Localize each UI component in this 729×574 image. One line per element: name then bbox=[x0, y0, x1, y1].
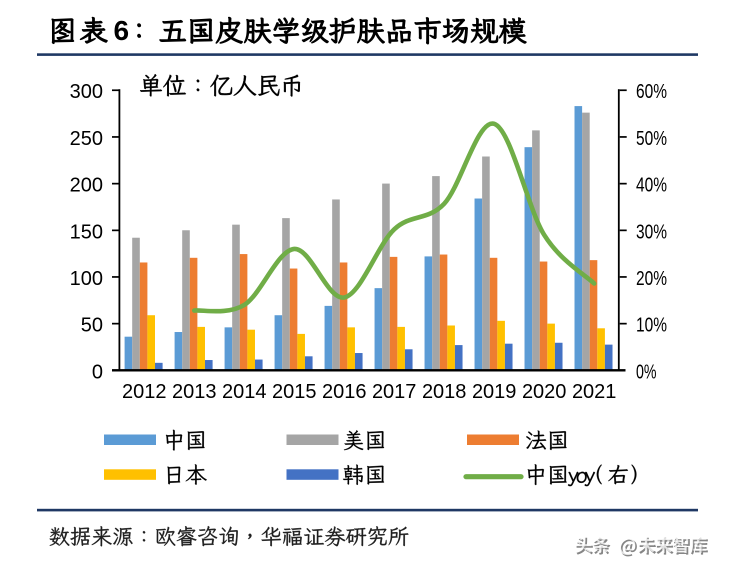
svg-text:2018: 2018 bbox=[422, 381, 467, 403]
svg-text:0%: 0% bbox=[636, 361, 657, 383]
svg-text:250: 250 bbox=[70, 128, 103, 150]
svg-text:2019: 2019 bbox=[472, 381, 517, 403]
svg-text:2012: 2012 bbox=[122, 381, 167, 403]
svg-text:300: 300 bbox=[70, 81, 103, 103]
svg-text:40%: 40% bbox=[636, 175, 667, 197]
svg-text:2020: 2020 bbox=[522, 381, 567, 403]
svg-text:2013: 2013 bbox=[172, 381, 217, 403]
svg-text:2021: 2021 bbox=[572, 381, 617, 403]
svg-text:2014: 2014 bbox=[222, 381, 267, 403]
svg-text:6: 6 bbox=[114, 15, 130, 46]
svg-text:200: 200 bbox=[70, 175, 103, 197]
svg-text:30%: 30% bbox=[636, 221, 667, 243]
svg-text:10%: 10% bbox=[636, 315, 667, 337]
svg-text:2016: 2016 bbox=[322, 381, 367, 403]
svg-text:50%: 50% bbox=[636, 128, 667, 150]
svg-text:150: 150 bbox=[70, 221, 103, 243]
svg-text:2015: 2015 bbox=[272, 381, 317, 403]
svg-text:2017: 2017 bbox=[372, 381, 417, 403]
svg-text:50: 50 bbox=[81, 315, 103, 337]
svg-text:20%: 20% bbox=[636, 268, 667, 290]
svg-text:0: 0 bbox=[92, 361, 103, 383]
svg-text:60%: 60% bbox=[636, 81, 667, 103]
svg-text:100: 100 bbox=[70, 268, 103, 290]
